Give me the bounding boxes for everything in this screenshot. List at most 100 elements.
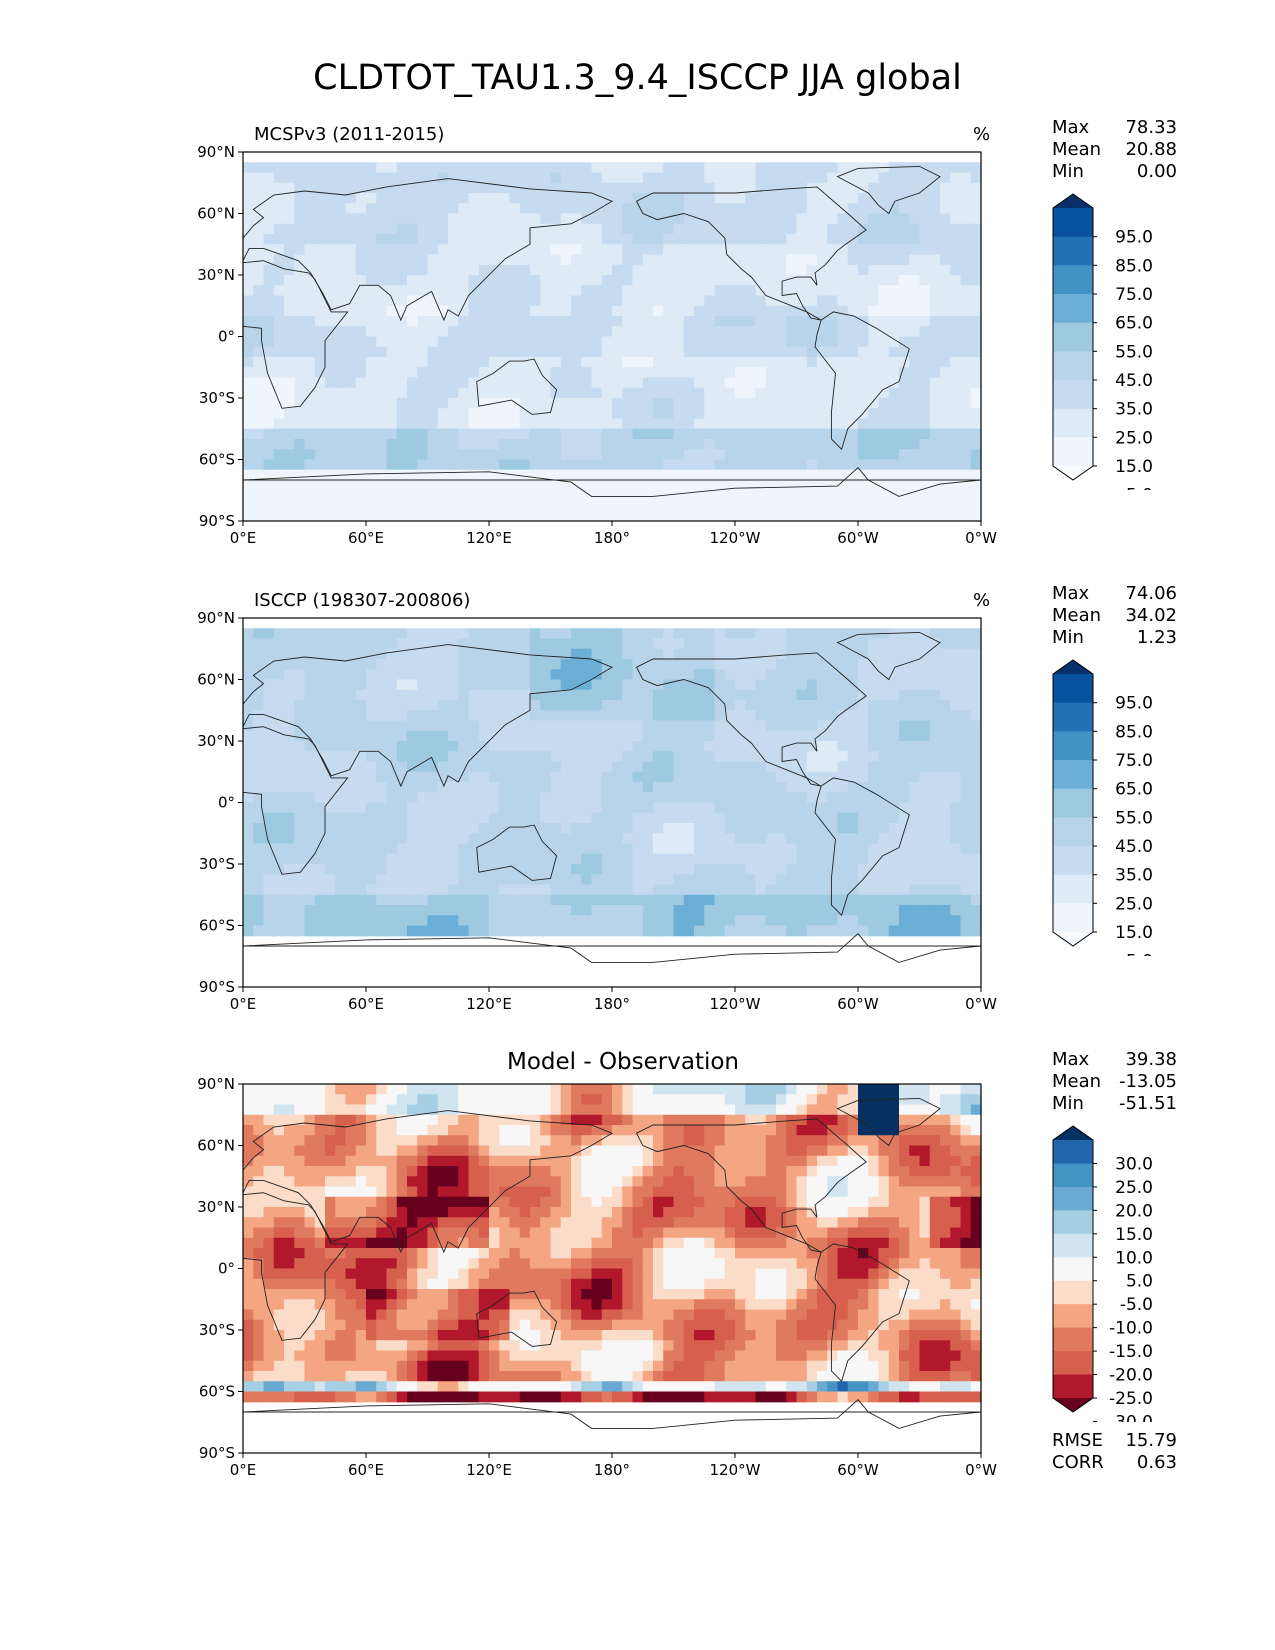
field-cell xyxy=(950,275,962,286)
field-cell xyxy=(345,853,357,865)
field-cell xyxy=(714,720,726,732)
field-cell xyxy=(919,469,931,481)
field-cell xyxy=(806,172,818,184)
field-cell xyxy=(837,387,849,399)
colorbar-tick-label: 75.0 xyxy=(1115,751,1153,771)
field-cell xyxy=(663,418,675,430)
field-cell xyxy=(273,336,285,348)
field-cell xyxy=(284,669,295,681)
field-cell xyxy=(868,336,880,348)
field-cell xyxy=(755,905,767,916)
field-cell xyxy=(355,182,367,194)
field-cell xyxy=(417,874,429,886)
field-cell xyxy=(253,336,265,348)
field-cell xyxy=(704,418,716,430)
field-cell xyxy=(253,915,265,927)
field-cell xyxy=(304,894,316,906)
field-cell xyxy=(304,510,316,522)
field-cell xyxy=(427,223,439,235)
field-cell xyxy=(407,915,418,927)
field-cell xyxy=(335,367,347,379)
field-cell xyxy=(263,295,275,307)
field-cell xyxy=(960,510,972,522)
panel-2-units: % xyxy=(973,590,991,611)
field-cell xyxy=(817,387,828,399)
field-cell xyxy=(314,833,326,845)
field-cell xyxy=(776,285,787,297)
field-cell xyxy=(243,305,254,317)
field-cell xyxy=(499,377,511,389)
field-cell xyxy=(581,193,593,204)
field-cell xyxy=(724,659,736,670)
field-cell xyxy=(530,316,541,327)
field-cell xyxy=(591,628,603,640)
field-cell xyxy=(642,864,654,875)
field-cell xyxy=(694,326,705,338)
field-cell xyxy=(386,853,398,865)
field-cell xyxy=(325,500,336,512)
field-cell xyxy=(827,915,839,927)
field-cell xyxy=(294,638,306,650)
field-cell xyxy=(458,802,470,814)
field-cell xyxy=(273,439,285,450)
field-cell xyxy=(847,751,859,763)
field-cell xyxy=(673,346,685,358)
field-cell xyxy=(591,638,603,650)
field-cell xyxy=(806,915,818,927)
field-cell xyxy=(735,700,746,711)
field-cell xyxy=(601,751,613,763)
field-cell xyxy=(796,628,808,640)
field-cell xyxy=(837,203,849,215)
field-cell xyxy=(376,316,388,327)
field-cell xyxy=(284,659,295,670)
field-cell xyxy=(386,751,398,763)
field-cell xyxy=(642,203,654,215)
field-cell xyxy=(458,367,470,379)
field-cell xyxy=(622,418,634,430)
field-cell xyxy=(950,418,962,430)
field-cell xyxy=(396,894,408,906)
field-cell xyxy=(817,894,828,906)
field-cell xyxy=(868,864,880,875)
field-cell xyxy=(396,710,408,722)
field-cell xyxy=(940,638,951,650)
field-cell xyxy=(468,648,480,660)
field-cell xyxy=(755,459,767,471)
field-cell xyxy=(786,679,798,691)
field-cell xyxy=(417,823,429,834)
field-cell xyxy=(919,771,931,783)
field-cell xyxy=(581,669,593,681)
field-cell xyxy=(325,884,336,896)
field-cell xyxy=(970,864,982,875)
field-cell xyxy=(601,792,613,804)
field-cell xyxy=(950,377,962,389)
field-cell xyxy=(396,648,408,660)
field-cell xyxy=(591,480,603,491)
field-cell xyxy=(571,182,582,194)
field-cell xyxy=(335,761,347,773)
field-cell xyxy=(509,172,521,184)
field-cell xyxy=(571,326,582,338)
field-cell xyxy=(468,336,480,348)
field-cell xyxy=(499,669,511,681)
field-cell xyxy=(417,398,429,409)
field-cell xyxy=(345,741,357,752)
field-cell xyxy=(560,203,572,215)
field-cell xyxy=(448,193,459,204)
field-cell xyxy=(540,833,552,845)
field-cell xyxy=(591,771,603,783)
field-cell xyxy=(345,669,357,681)
field-cell xyxy=(601,874,613,886)
field-cell xyxy=(284,264,295,276)
field-cell xyxy=(888,669,900,681)
field-cell xyxy=(929,459,941,471)
field-cell xyxy=(735,398,746,409)
field-cell xyxy=(858,792,869,804)
field-cell xyxy=(458,679,470,691)
field-cell xyxy=(355,720,367,732)
field-cell xyxy=(745,700,757,711)
field-cell xyxy=(396,771,408,783)
field-cell xyxy=(796,439,808,450)
field-cell xyxy=(284,275,295,286)
field-cell xyxy=(683,884,695,896)
